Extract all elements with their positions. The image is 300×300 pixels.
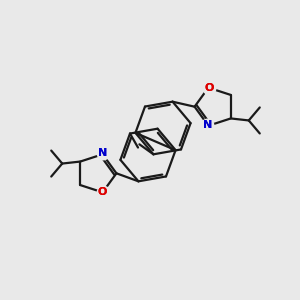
Text: N: N: [203, 120, 212, 130]
Text: O: O: [205, 83, 214, 93]
Text: O: O: [98, 187, 107, 197]
Text: O: O: [205, 83, 214, 93]
Text: N: N: [98, 148, 107, 158]
Text: O: O: [98, 187, 107, 197]
Text: N: N: [203, 120, 212, 130]
Text: N: N: [98, 148, 107, 158]
